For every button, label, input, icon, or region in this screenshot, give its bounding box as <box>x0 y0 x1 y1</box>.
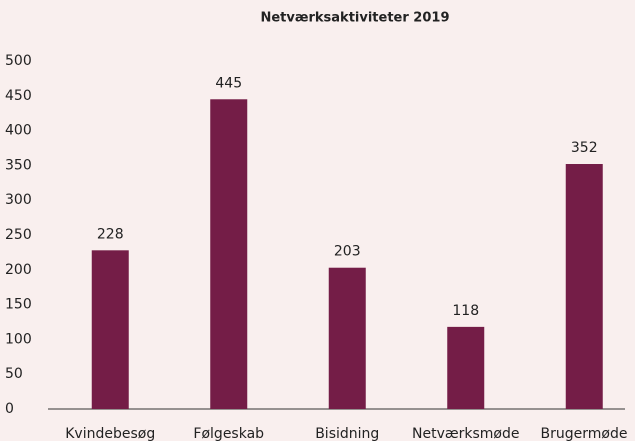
y-tick-label: 350 <box>5 157 32 173</box>
y-tick-label: 200 <box>5 262 32 278</box>
bar <box>91 250 129 409</box>
bar <box>328 267 366 409</box>
x-tick-label: Følgeskab <box>193 426 264 441</box>
x-tick-label: Netværksmøde <box>412 426 519 441</box>
y-tick-label: 50 <box>5 366 23 382</box>
y-tick-label: 150 <box>5 297 32 313</box>
y-tick-label: 300 <box>5 192 32 208</box>
data-label: 352 <box>571 140 598 156</box>
y-tick-label: 0 <box>5 401 14 417</box>
chart-title: Netværksaktiviteter 2019 <box>260 11 449 26</box>
x-tick-label: Bisidning <box>315 426 379 441</box>
bar <box>447 326 485 409</box>
x-tick-label: Brugermøde <box>541 426 628 441</box>
bar <box>565 164 603 409</box>
y-tick-label: 500 <box>5 53 32 69</box>
x-tick-label: Kvindebesøg <box>65 426 155 441</box>
y-tick-label: 250 <box>5 227 32 243</box>
y-tick-label: 450 <box>5 88 32 104</box>
y-tick-label: 400 <box>5 123 32 139</box>
y-tick-label: 100 <box>5 331 32 347</box>
data-label: 203 <box>334 244 361 260</box>
data-label: 228 <box>97 226 124 242</box>
data-label: 445 <box>215 75 242 91</box>
bar <box>210 99 248 409</box>
data-label: 118 <box>452 303 479 319</box>
